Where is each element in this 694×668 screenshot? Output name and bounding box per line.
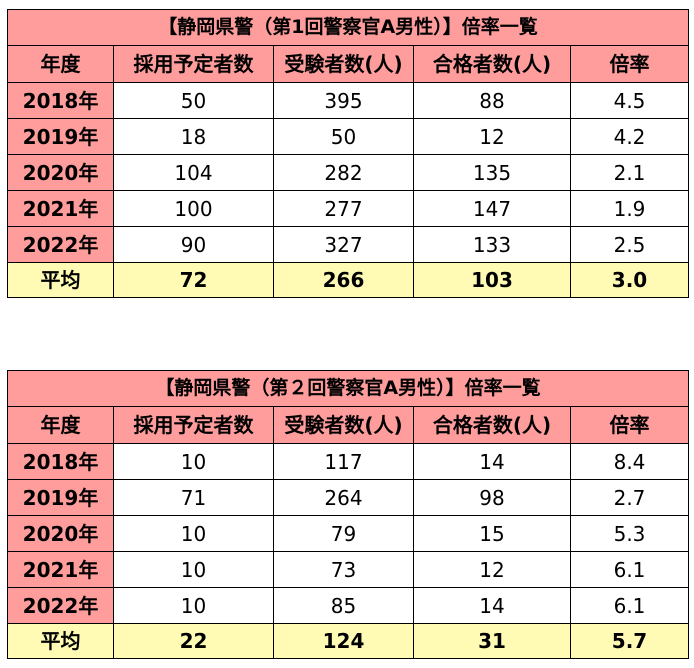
ratio-table-round-2: 【静岡県警（第２回警察官A男性）】倍率一覧 年度 採用予定者数 受験者数(人) …: [7, 370, 689, 659]
average-label: 平均: [7, 623, 114, 659]
applicants-cell: 327: [273, 226, 414, 263]
year-cell: 2019年: [7, 479, 114, 516]
header-year: 年度: [7, 406, 114, 444]
table-title: 【静岡県警（第1回警察官A男性）】倍率一覧: [7, 9, 689, 46]
planned-hires-cell: 50: [113, 82, 274, 119]
table-row: 2021年 10 73 12 6.1: [7, 551, 689, 588]
ratio-table-round-1: 【静岡県警（第1回警察官A男性）】倍率一覧 年度 採用予定者数 受験者数(人) …: [7, 9, 689, 298]
table-row: 2019年 18 50 12 4.2: [7, 118, 689, 155]
header-ratio: 倍率: [570, 406, 689, 444]
planned-hires-cell: 10: [113, 515, 274, 552]
average-row: 平均 22 124 31 5.7: [7, 623, 689, 659]
header-passers: 合格者数(人): [413, 406, 571, 444]
applicants-cell: 117: [273, 443, 414, 480]
year-cell: 2021年: [7, 551, 114, 588]
year-cell: 2018年: [7, 82, 114, 119]
passers-cell: 98: [413, 479, 571, 516]
planned-hires-cell: 10: [113, 587, 274, 624]
table-row: 2018年 10 117 14 8.4: [7, 443, 689, 480]
table-row: 2022年 90 327 133 2.5: [7, 226, 689, 263]
ratio-cell: 1.9: [570, 190, 689, 227]
applicants-cell: 264: [273, 479, 414, 516]
passers-cell: 135: [413, 154, 571, 191]
table-title: 【静岡県警（第２回警察官A男性）】倍率一覧: [7, 370, 689, 407]
passers-cell: 147: [413, 190, 571, 227]
header-passers: 合格者数(人): [413, 45, 571, 83]
header-applicants: 受験者数(人): [273, 406, 414, 444]
table-row: 2021年 100 277 147 1.9: [7, 190, 689, 227]
average-applicants: 124: [273, 623, 414, 659]
average-passers: 103: [413, 262, 571, 298]
year-cell: 2022年: [7, 226, 114, 263]
planned-hires-cell: 104: [113, 154, 274, 191]
applicants-cell: 395: [273, 82, 414, 119]
table-row: 2020年 10 79 15 5.3: [7, 515, 689, 552]
year-cell: 2020年: [7, 154, 114, 191]
planned-hires-cell: 10: [113, 443, 274, 480]
passers-cell: 14: [413, 443, 571, 480]
ratio-cell: 4.2: [570, 118, 689, 155]
passers-cell: 88: [413, 82, 571, 119]
planned-hires-cell: 90: [113, 226, 274, 263]
ratio-cell: 2.5: [570, 226, 689, 263]
average-planned-hires: 72: [113, 262, 274, 298]
planned-hires-cell: 10: [113, 551, 274, 588]
header-planned-hires: 採用予定者数: [113, 45, 274, 83]
applicants-cell: 73: [273, 551, 414, 588]
year-cell: 2019年: [7, 118, 114, 155]
passers-cell: 12: [413, 551, 571, 588]
applicants-cell: 282: [273, 154, 414, 191]
applicants-cell: 277: [273, 190, 414, 227]
passers-cell: 133: [413, 226, 571, 263]
average-ratio: 3.0: [570, 262, 689, 298]
table-row: 2019年 71 264 98 2.7: [7, 479, 689, 516]
year-cell: 2021年: [7, 190, 114, 227]
header-year: 年度: [7, 45, 114, 83]
average-label: 平均: [7, 262, 114, 298]
average-applicants: 266: [273, 262, 414, 298]
table-row: 2020年 104 282 135 2.1: [7, 154, 689, 191]
ratio-cell: 4.5: [570, 82, 689, 119]
ratio-cell: 8.4: [570, 443, 689, 480]
planned-hires-cell: 100: [113, 190, 274, 227]
applicants-cell: 79: [273, 515, 414, 552]
ratio-cell: 6.1: [570, 587, 689, 624]
applicants-cell: 85: [273, 587, 414, 624]
header-applicants: 受験者数(人): [273, 45, 414, 83]
planned-hires-cell: 71: [113, 479, 274, 516]
ratio-cell: 2.1: [570, 154, 689, 191]
year-cell: 2020年: [7, 515, 114, 552]
ratio-cell: 5.3: [570, 515, 689, 552]
year-cell: 2018年: [7, 443, 114, 480]
ratio-cell: 2.7: [570, 479, 689, 516]
average-planned-hires: 22: [113, 623, 274, 659]
planned-hires-cell: 18: [113, 118, 274, 155]
year-cell: 2022年: [7, 587, 114, 624]
table-row: 2022年 10 85 14 6.1: [7, 587, 689, 624]
average-passers: 31: [413, 623, 571, 659]
applicants-cell: 50: [273, 118, 414, 155]
header-planned-hires: 採用予定者数: [113, 406, 274, 444]
passers-cell: 15: [413, 515, 571, 552]
table-row: 2018年 50 395 88 4.5: [7, 82, 689, 119]
average-row: 平均 72 266 103 3.0: [7, 262, 689, 298]
ratio-cell: 6.1: [570, 551, 689, 588]
passers-cell: 12: [413, 118, 571, 155]
header-ratio: 倍率: [570, 45, 689, 83]
passers-cell: 14: [413, 587, 571, 624]
average-ratio: 5.7: [570, 623, 689, 659]
